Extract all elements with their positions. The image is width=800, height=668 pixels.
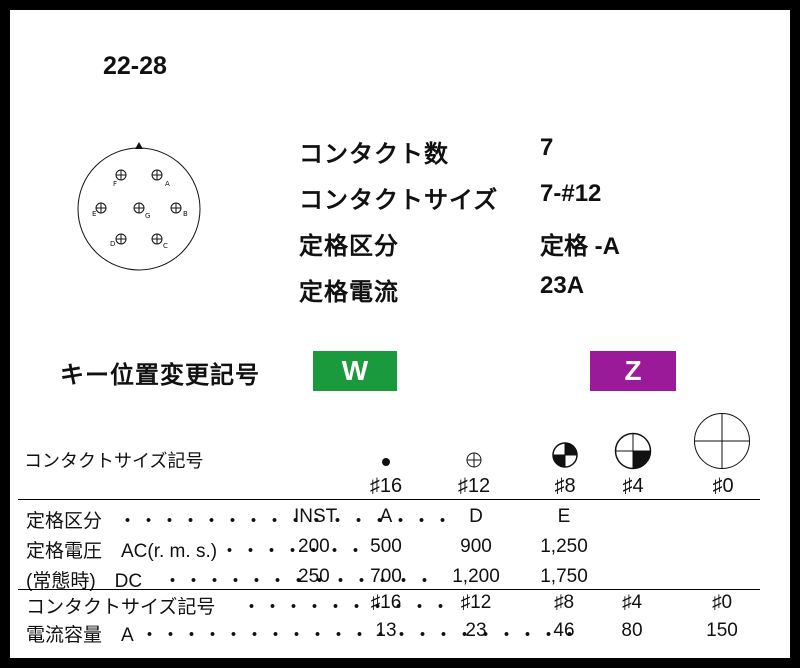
contact-0-icon xyxy=(694,413,750,469)
spec-value-contact-size: 7-#12 xyxy=(540,180,602,207)
pin-c-icon xyxy=(151,233,163,245)
pin-g-icon xyxy=(133,202,145,214)
rating-row-ref: INST xyxy=(294,506,338,527)
contact-size-section-label: コンタクトサイズ記号 xyxy=(24,451,204,471)
table-cell: 80 xyxy=(621,620,643,641)
table-cell: D xyxy=(469,506,483,527)
leader-dots: ・・・・・・・ xyxy=(220,541,368,562)
pin-label: B xyxy=(183,210,188,218)
rating-row-ref: 200 xyxy=(298,536,330,557)
key-option-z: Z xyxy=(590,351,676,391)
leader-dots: ・・・・・・・・・・・・・・・・・・・・・ xyxy=(140,625,582,646)
leader-dots: ・・・・・・・・・・・・・ xyxy=(163,571,437,592)
contact-symbol: ♯16 xyxy=(369,475,403,497)
table-cell: 500 xyxy=(370,536,402,557)
key-marker-icon xyxy=(135,142,143,149)
current-row-label: コンタクトサイズ記号 xyxy=(26,597,216,618)
table-cell: ♯4 xyxy=(621,592,643,613)
table-divider xyxy=(18,589,760,590)
pin-label: D xyxy=(110,240,115,248)
leader-dots: ・・・・・・・・・・ xyxy=(242,597,453,618)
table-cell: E xyxy=(557,506,571,527)
rating-row-label: 定格電圧 AC(r. m. s.) xyxy=(26,541,218,562)
pin-e-icon xyxy=(95,202,107,214)
contact-symbol: ♯4 xyxy=(622,475,644,497)
rating-row-ref: 250 xyxy=(298,566,330,587)
current-row-label: 電流容量 A xyxy=(26,625,134,646)
table-cell: 23 xyxy=(465,620,487,641)
pin-b-icon xyxy=(170,202,182,214)
key-position-label: キー位置変更記号 xyxy=(60,362,260,389)
contact-symbol: ♯12 xyxy=(457,475,491,497)
pin-label: A xyxy=(165,180,170,188)
table-cell: 700 xyxy=(370,566,402,587)
pin-d-icon xyxy=(115,233,127,245)
table-cell: ♯8 xyxy=(553,592,575,613)
table-cell: ♯16 xyxy=(370,592,402,613)
rating-row-label: 定格区分 xyxy=(26,511,103,532)
contact-12-icon xyxy=(466,452,482,468)
contact-4-icon xyxy=(614,432,652,470)
table-cell: A xyxy=(379,506,393,527)
table-cell: 1,250 xyxy=(540,536,588,557)
contact-symbol: ♯0 xyxy=(712,475,734,497)
spec-value-rated-current: 23A xyxy=(540,272,585,299)
spec-label-rated-current: 定格電流 xyxy=(299,279,399,306)
contact-symbol: ♯8 xyxy=(554,475,576,497)
spec-label-rating-class: 定格区分 xyxy=(299,233,399,260)
table-cell: ♯0 xyxy=(711,592,733,613)
pin-label: E xyxy=(92,210,96,218)
spec-label-contact-size: コンタクトサイズ xyxy=(299,187,499,214)
pin-label: F xyxy=(113,180,117,188)
connector-face-diagram: A B C D E F G xyxy=(77,142,201,271)
table-divider xyxy=(18,499,760,500)
table-cell: 900 xyxy=(460,536,492,557)
spec-value-rating-class: 定格 -A xyxy=(540,233,620,260)
pin-label: G xyxy=(145,212,150,220)
rating-row-label: (常態時) DC xyxy=(26,571,143,592)
part-number: 22-28 xyxy=(103,52,167,80)
pin-a-icon xyxy=(151,169,163,181)
table-cell: ♯12 xyxy=(460,592,492,613)
pin-label: C xyxy=(163,242,168,250)
leader-dots: ・・・・・・・・・・・・・・・・ xyxy=(118,511,455,532)
contact-16-icon xyxy=(382,458,390,466)
spec-value-contact-count: 7 xyxy=(540,134,554,161)
table-cell: 46 xyxy=(553,620,575,641)
table-cell: 1,200 xyxy=(452,566,500,587)
table-cell: 150 xyxy=(706,620,738,641)
pin-f-icon xyxy=(115,169,127,181)
key-option-w: W xyxy=(313,351,397,391)
contact-8-icon xyxy=(552,442,578,468)
table-cell: 13 xyxy=(375,620,397,641)
spec-label-contact-count: コンタクト数 xyxy=(299,141,449,168)
table-cell: 1,750 xyxy=(540,566,588,587)
